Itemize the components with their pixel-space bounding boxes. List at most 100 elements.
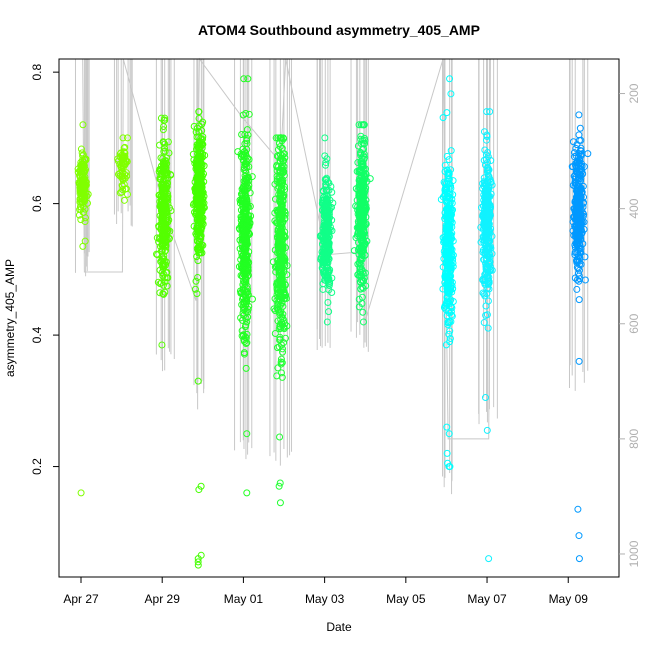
data-point — [447, 184, 455, 192]
data-point — [321, 161, 329, 169]
point-cluster — [350, 121, 374, 326]
data-point — [319, 199, 327, 207]
data-point — [572, 144, 580, 152]
data-point — [483, 426, 491, 434]
data-point — [278, 258, 286, 266]
data-point — [121, 161, 129, 169]
point-cluster — [316, 134, 337, 326]
point-cluster — [114, 134, 132, 204]
data-point — [280, 323, 288, 331]
data-point — [575, 260, 583, 268]
data-point — [445, 170, 453, 178]
data-point — [198, 127, 206, 135]
secondary-y-axis: 200 400 600 800 1000 — [619, 83, 641, 567]
data-point — [443, 109, 451, 117]
data-point — [161, 274, 169, 282]
data-point — [240, 350, 248, 358]
data-point — [572, 232, 580, 240]
data-point — [325, 282, 333, 290]
data-point — [275, 247, 283, 255]
data-point — [321, 230, 329, 238]
point-cluster — [477, 108, 496, 563]
data-point — [322, 159, 330, 167]
data-point — [191, 285, 199, 293]
data-point — [573, 276, 581, 284]
data-point — [328, 216, 336, 224]
data-point — [322, 251, 330, 259]
data-point — [159, 126, 167, 134]
data-point — [575, 532, 583, 540]
data-point — [359, 214, 367, 222]
data-point — [480, 319, 488, 327]
data-point — [156, 234, 164, 242]
data-point — [574, 157, 582, 165]
data-point — [280, 231, 288, 239]
data-point — [575, 296, 583, 304]
data-point — [271, 330, 279, 338]
data-point — [161, 114, 169, 122]
data-point — [573, 285, 581, 293]
data-point — [244, 184, 252, 192]
data-point — [241, 287, 249, 295]
data-point — [195, 249, 203, 257]
data-point — [277, 134, 285, 142]
data-point — [80, 188, 88, 196]
data-point — [444, 244, 452, 252]
data-point — [277, 280, 285, 288]
data-point — [240, 336, 248, 344]
data-point — [481, 292, 489, 300]
data-point — [482, 136, 490, 144]
data-point — [242, 237, 250, 245]
data-point — [443, 152, 451, 160]
data-point — [163, 215, 171, 223]
point-cluster — [74, 121, 92, 497]
data-point — [193, 142, 201, 150]
data-point — [572, 181, 580, 189]
data-point — [448, 278, 456, 286]
data-point — [445, 156, 453, 164]
data-point — [322, 242, 330, 250]
data-point — [122, 157, 130, 165]
data-point — [354, 229, 362, 237]
x-tick-label: May 01 — [224, 592, 264, 606]
data-point — [576, 124, 584, 132]
data-point — [447, 147, 455, 155]
data-point — [283, 322, 291, 330]
data-point — [119, 170, 127, 178]
data-point — [275, 232, 283, 240]
data-point — [358, 158, 366, 166]
data-point — [154, 278, 162, 286]
data-point — [481, 216, 489, 224]
data-point — [440, 238, 448, 246]
data-point — [241, 191, 249, 199]
data-point — [487, 178, 495, 186]
data-point — [161, 236, 169, 244]
data-point — [238, 151, 246, 159]
point-cluster — [153, 114, 175, 349]
points-layer — [74, 75, 592, 569]
data-point — [323, 318, 331, 326]
data-point — [242, 321, 250, 329]
data-point — [279, 345, 287, 353]
data-point — [328, 288, 336, 296]
data-point — [575, 277, 583, 285]
data-point — [76, 198, 84, 206]
data-point — [199, 189, 207, 197]
data-point — [194, 558, 202, 566]
data-point — [160, 166, 168, 174]
data-point — [158, 341, 166, 349]
data-point — [193, 201, 201, 209]
data-point — [240, 306, 248, 314]
data-point — [444, 224, 452, 232]
data-point — [272, 134, 280, 142]
data-point — [442, 341, 450, 349]
data-point — [357, 121, 365, 129]
data-point — [240, 291, 248, 299]
data-point — [79, 242, 87, 250]
data-point — [486, 206, 494, 214]
data-point — [280, 289, 288, 297]
data-point — [160, 203, 168, 211]
data-point — [242, 364, 250, 372]
data-point — [444, 215, 452, 223]
data-point — [236, 225, 244, 233]
